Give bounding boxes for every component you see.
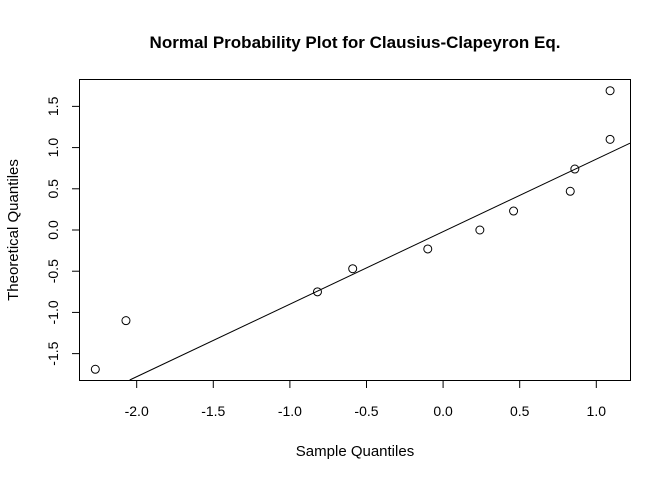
x-tick-label: -0.5 [354, 403, 378, 419]
y-axis: -1.5 -1.0 -0.5 0.0 0.5 1.0 1.5 [45, 96, 80, 366]
x-tick-label: -1.5 [201, 403, 225, 419]
data-point [605, 86, 615, 96]
y-tick-label: 0.5 [45, 179, 61, 199]
data-point [121, 316, 131, 326]
y-tick-label: 1.0 [45, 138, 61, 158]
data-point [423, 244, 433, 254]
plot-frame [79, 79, 631, 381]
data-point [570, 164, 580, 174]
x-tick-label: 1.0 [587, 403, 607, 419]
data-point [348, 264, 358, 274]
y-tick-label: -1.0 [45, 300, 61, 324]
y-tick-label: 0.0 [45, 220, 61, 240]
plot-area [90, 86, 631, 381]
reference-line [129, 142, 631, 381]
x-tick-label: -2.0 [125, 403, 149, 419]
x-tick-label: -1.0 [278, 403, 302, 419]
y-tick-label: -0.5 [45, 259, 61, 283]
y-axis-label: Theoretical Quantiles [5, 159, 22, 301]
data-point [509, 206, 519, 216]
x-tick-label: 0.5 [510, 403, 530, 419]
data-point [312, 287, 322, 297]
y-tick-label: -1.5 [45, 341, 61, 365]
chart-title: Normal Probability Plot for Clausius-Cla… [150, 33, 561, 52]
data-point [605, 134, 615, 144]
x-axis: -2.0 -1.5 -1.0 -0.5 0.0 0.5 1.0 [125, 380, 607, 419]
data-point [90, 364, 100, 374]
x-axis-label: Sample Quantiles [296, 443, 414, 460]
data-point [475, 225, 485, 235]
x-tick-label: 0.0 [433, 403, 453, 419]
y-tick-label: 1.5 [45, 96, 61, 116]
data-point [565, 186, 575, 196]
